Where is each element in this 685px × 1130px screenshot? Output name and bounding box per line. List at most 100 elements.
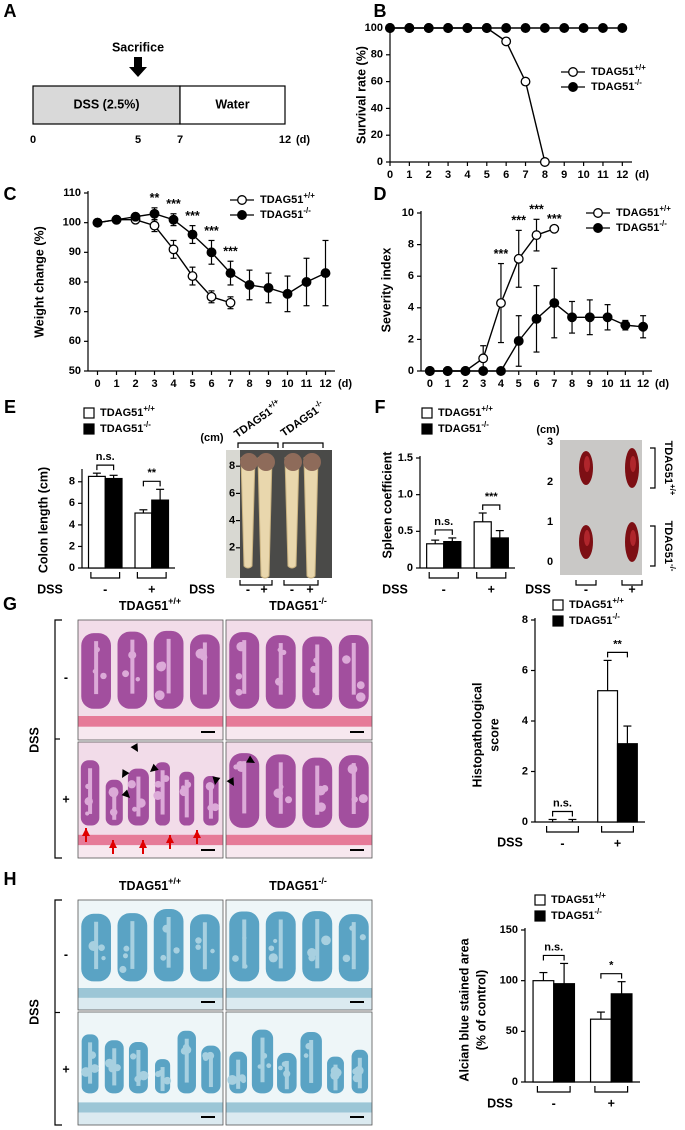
y-tick-label: 4 [522, 715, 529, 727]
marker [617, 23, 628, 33]
significance: *** [547, 212, 562, 226]
micrograph [226, 620, 372, 740]
cell-cluster [210, 948, 215, 954]
text-part: TDAG51 [260, 194, 303, 206]
x-axis-title: DSS [382, 582, 408, 596]
crypt-lumen [184, 1038, 189, 1083]
marker [539, 157, 550, 167]
x-tick-label: 9 [587, 378, 593, 390]
cell-cluster [195, 937, 202, 944]
x-axis-title: DSS [37, 582, 63, 596]
y-tick-label: 50 [506, 1025, 518, 1037]
bar [104, 477, 123, 569]
cell-cluster [274, 677, 283, 686]
bar [553, 983, 576, 1083]
y-tick-label: 0 [512, 1076, 518, 1088]
cell-cluster [273, 938, 278, 944]
y-tick-label: 1.5 [398, 452, 413, 464]
cell-cluster [273, 788, 283, 798]
arrowhead [82, 828, 90, 836]
x-tick-label: - [103, 582, 107, 596]
y-tick-label: 60 [69, 335, 81, 347]
crypt-lumen [351, 922, 356, 970]
cell-cluster [81, 1067, 91, 1077]
legend-swatch [534, 894, 546, 906]
timeline-segment [179, 85, 286, 125]
x-tick-label: - [442, 582, 446, 596]
x-tick-label: 10 [601, 378, 613, 390]
treatment-label: + [260, 582, 267, 596]
arrowhead [166, 835, 174, 843]
treatment-label: - [290, 582, 294, 596]
text-part: TDAG51 [591, 81, 634, 93]
cell-cluster [211, 803, 220, 812]
cell-cluster [85, 783, 91, 790]
legend-swatch [552, 615, 564, 627]
muscle-layer [226, 988, 372, 998]
crypt-lumen [242, 919, 247, 969]
cell-cluster [197, 648, 206, 658]
bar [616, 743, 638, 823]
column-label: TDAG51-/- [269, 876, 327, 893]
cell-cluster [257, 1064, 262, 1069]
column-label: TDAG51+/+ [119, 876, 181, 893]
marker [638, 321, 649, 332]
cell-cluster [132, 806, 138, 812]
spleen-shade [584, 530, 590, 546]
panel-letter: G [3, 594, 17, 614]
column-bracket [282, 442, 324, 448]
text-part: -/- [318, 596, 327, 606]
x-tick-label: 7 [227, 378, 233, 390]
text-part: TDAG51 [591, 66, 634, 78]
y-tick-label: 70 [69, 306, 81, 318]
marker [513, 253, 524, 264]
y-tick-label: 100 [63, 217, 81, 229]
text-part: -/- [312, 397, 324, 409]
row-bracket [650, 525, 656, 567]
series-line [390, 27, 546, 163]
marker [520, 76, 531, 87]
text-part: -/- [659, 219, 667, 228]
cell-cluster [347, 764, 358, 774]
cell-cluster [268, 945, 275, 952]
cell-cluster [305, 1042, 312, 1050]
cell-cluster [195, 944, 201, 950]
panel-letter: D [374, 184, 387, 204]
text-part: +/+ [168, 596, 181, 606]
crypt-lumen [260, 1037, 265, 1083]
legend-marker [568, 67, 578, 77]
cecum [240, 453, 258, 471]
x-tick-label: 7 [177, 134, 183, 146]
row-title: DSS [27, 999, 41, 1025]
scale-label: 0 [547, 556, 553, 568]
row-label: - [64, 670, 68, 684]
treatment-label: + [628, 582, 635, 596]
y-axis-label: Weight change (%) [32, 226, 46, 338]
legend-marker [237, 195, 247, 205]
significance: ** [613, 638, 622, 650]
legend-label: TDAG51+/+ [616, 204, 671, 219]
x-axis-title: DSS [487, 1096, 513, 1110]
text-part: +/+ [659, 204, 671, 213]
y-tick-label: 80 [371, 49, 383, 61]
cell-cluster [162, 924, 171, 933]
legend-swatch [83, 423, 95, 435]
x-axis-title: DSS [497, 835, 523, 849]
treatment-bracket [239, 580, 319, 586]
cell-cluster [94, 646, 100, 653]
column-bracket [237, 442, 279, 448]
text-part: +/+ [168, 876, 181, 886]
marker [149, 220, 160, 231]
cell-cluster [153, 790, 163, 800]
scale-label: 2 [547, 476, 553, 488]
legend-marker [237, 210, 247, 220]
submucosa [226, 726, 372, 740]
marker [496, 298, 506, 309]
micrograph [226, 900, 372, 1010]
significance-bracket [542, 954, 565, 961]
text-part: TDAG51 [279, 405, 321, 440]
cell-cluster [238, 1074, 246, 1082]
arrowhead [193, 830, 201, 838]
x-tick-label: 4 [170, 378, 177, 390]
y-tick-label: 2 [408, 333, 414, 345]
